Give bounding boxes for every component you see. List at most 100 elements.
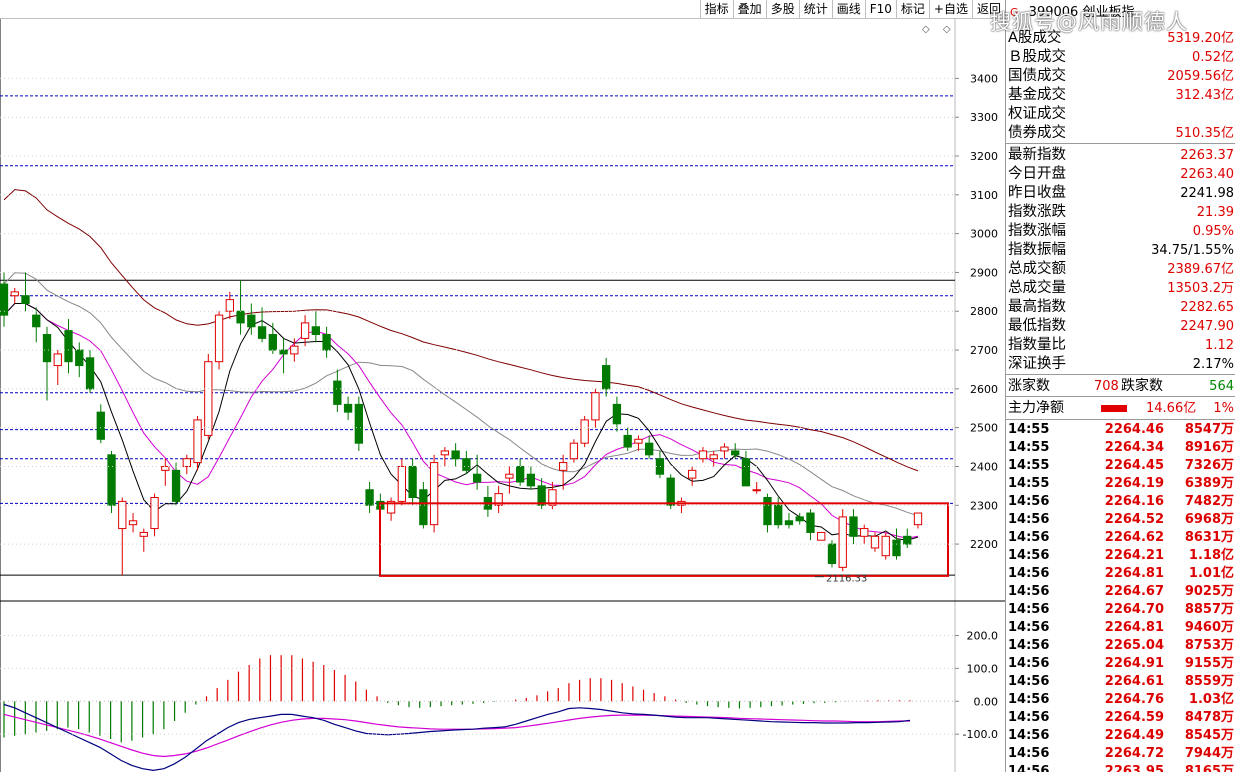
toolbar-button-1[interactable]: 叠加 <box>732 0 766 19</box>
macd-axis: 200.0 100.0 0.00 -100.0 <box>0 629 998 741</box>
candle <box>75 342 84 378</box>
tick-row: 14:56 2263.95 8165万 <box>1006 763 1235 772</box>
quote-label: 国债成交 <box>1008 68 1066 84</box>
panel-control-icons[interactable]: ◇ ◇ <box>922 24 956 35</box>
candle-body <box>32 314 41 328</box>
candle <box>688 466 697 486</box>
candle <box>849 509 858 545</box>
candle <box>698 447 708 463</box>
candle-body <box>558 462 568 471</box>
tick-list[interactable]: 14:55 2264.46 8547万 14:55 2264.34 8916万 14:55 2… <box>1006 421 1235 772</box>
toolbar-button-0[interactable]: 指标 <box>699 0 733 19</box>
quote-row: 最高指数 2282.65 <box>1006 298 1235 317</box>
quote-value: 510.35亿 <box>1175 126 1235 141</box>
market-breadth: 涨家数 708 跌家数 564 <box>1006 377 1235 396</box>
candle <box>429 454 439 533</box>
quote-row: 基金成交 312.43亿 <box>1006 86 1235 105</box>
candle <box>354 396 364 451</box>
candle-body <box>709 454 718 460</box>
net-flow-row: 主力净额 14.66亿 1% <box>1006 398 1235 419</box>
candle-body <box>10 291 19 297</box>
candle-body <box>290 345 299 355</box>
tick-price: 2264.67 <box>1104 584 1164 599</box>
quote-label: 指数量比 <box>1008 337 1066 353</box>
candle-body <box>537 485 546 506</box>
ma20-line <box>3 272 919 517</box>
candle-body <box>731 450 740 456</box>
quote-value: 2263.40 <box>1180 167 1234 182</box>
quote-label: 债券成交 <box>1008 125 1066 141</box>
candle <box>731 443 740 459</box>
candle <box>322 326 331 358</box>
candle <box>236 280 245 335</box>
quote-row: 指数涨跌 21.39 <box>1006 203 1235 222</box>
quote-row: 深证换手 2.17% <box>1006 355 1235 374</box>
price-axis-label: 2300 <box>970 499 998 512</box>
candle <box>645 435 654 459</box>
candle-body <box>257 326 267 339</box>
quote-label: 指数振幅 <box>1008 242 1066 258</box>
candle <box>677 497 686 514</box>
candle-body <box>0 283 9 316</box>
up-count-label: 涨家数 <box>1008 378 1050 394</box>
candle-body <box>53 353 62 367</box>
candle <box>472 454 482 490</box>
price-axis-label: 3300 <box>970 111 998 124</box>
tick-row: 14:56 2264.76 1.03亿 <box>1006 691 1235 709</box>
quote-row: 最新指数 2263.37 <box>1006 146 1235 165</box>
quote-value: 34.75/1.55% <box>1151 243 1234 258</box>
candle <box>440 447 450 467</box>
quote-value: 13503.2万 <box>1167 281 1234 296</box>
toolbar-button-4[interactable]: 画线 <box>831 0 865 19</box>
candle <box>408 458 417 506</box>
candle-body <box>214 314 224 363</box>
price-axis-label: 2800 <box>970 305 998 318</box>
candle <box>827 540 837 568</box>
toolbar-button-8[interactable]: 返回 <box>971 0 1005 19</box>
tick-row: 14:55 2264.45 7326万 <box>1006 457 1235 475</box>
net-flow-bar <box>1101 405 1127 412</box>
candle <box>32 307 41 343</box>
tick-volume: 8753万 <box>1184 638 1234 653</box>
ma60-line <box>3 189 919 472</box>
quote-value: 2059.56亿 <box>1167 69 1234 84</box>
index-tag: G <box>1010 6 1019 19</box>
candle <box>311 311 320 343</box>
candle-body <box>806 512 815 533</box>
toolbar-button-2[interactable]: 多股 <box>765 0 799 19</box>
candle-body <box>827 543 837 564</box>
highlight-box <box>379 502 949 577</box>
candle-body <box>569 442 579 460</box>
candle-body <box>42 334 52 363</box>
candle-body <box>655 458 665 475</box>
tick-price: 2264.81 <box>1104 566 1164 581</box>
candle-body <box>268 334 277 351</box>
candle <box>817 531 826 541</box>
toolbar-button-5[interactable]: F10 <box>864 0 896 19</box>
candlesticks: 2116.33 <box>0 272 949 585</box>
toolbar-button-6[interactable]: 标记 <box>895 0 929 19</box>
tick-row: 14:56 2264.81 1.01亿 <box>1006 565 1235 583</box>
candle-body <box>817 531 826 541</box>
candle-body <box>451 450 460 460</box>
tick-price: 2264.45 <box>1104 458 1164 473</box>
candle <box>0 272 9 327</box>
tick-row: 14:55 2264.19 6389万 <box>1006 475 1235 493</box>
candle-body <box>752 489 761 492</box>
price-axis-label: 3100 <box>970 189 998 202</box>
tick-volume: 8857万 <box>1184 602 1234 617</box>
tick-volume: 7482万 <box>1184 494 1234 509</box>
candle-body <box>515 465 525 483</box>
tick-volume: 8559万 <box>1184 674 1234 689</box>
candle-body <box>860 528 869 537</box>
tick-time: 14:56 <box>1008 674 1050 689</box>
toolbar-button-3[interactable]: 统计 <box>798 0 832 19</box>
toolbar-button-7[interactable]: +自选 <box>928 0 972 19</box>
tick-price: 2264.70 <box>1104 602 1164 617</box>
index-name: 创业板指 <box>1082 5 1135 20</box>
candle <box>612 396 622 432</box>
tick-volume: 8478万 <box>1184 710 1234 725</box>
quote-label: 基金成交 <box>1008 87 1066 103</box>
candle-body <box>96 411 105 440</box>
tick-time: 14:56 <box>1008 656 1050 671</box>
